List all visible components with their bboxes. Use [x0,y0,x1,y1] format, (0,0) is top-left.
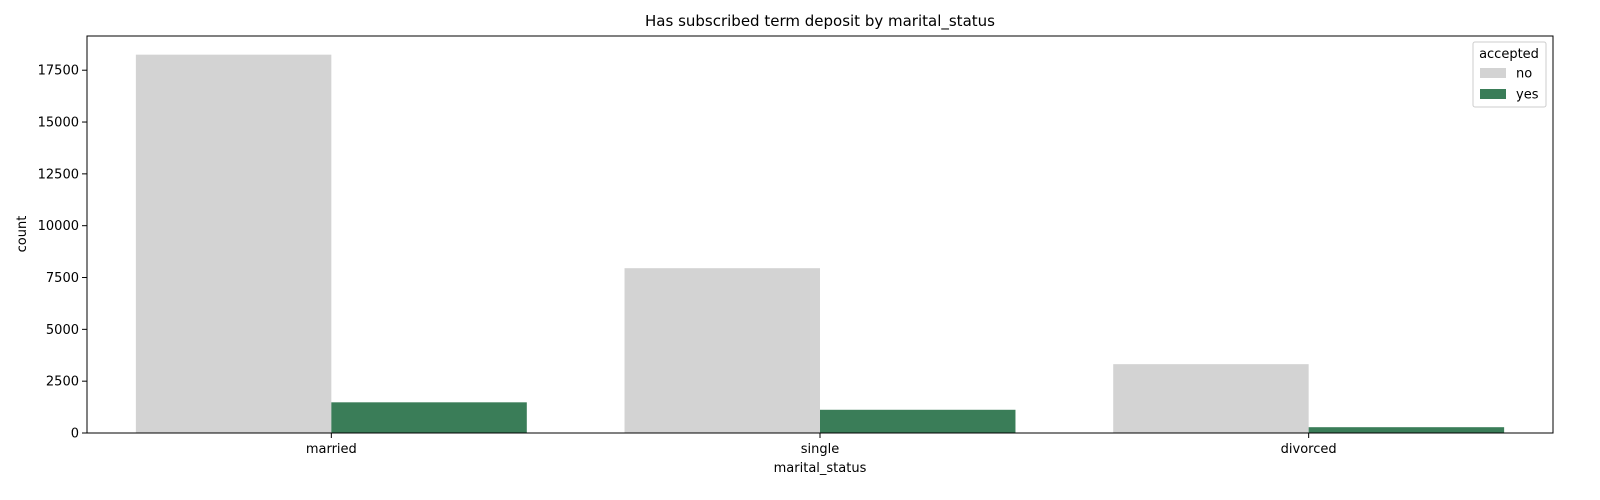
legend-swatch-yes [1480,89,1506,99]
y-axis: 0 2500 5000 7500 10000 12500 15000 17500 [38,64,87,442]
bar-divorced-no [1113,364,1309,433]
x-axis-label: marital_status [774,461,867,476]
y-tick-label: 5000 [46,323,79,338]
x-tick-label-divorced: divorced [1281,442,1337,457]
chart-title: Has subscribed term deposit by marital_s… [645,12,995,31]
bar-divorced-yes [1308,427,1505,433]
y-tick-label: 0 [71,427,79,442]
x-axis: married single divorced [306,433,1337,457]
y-tick-label: 15000 [38,116,79,131]
y-tick-label: 12500 [38,167,79,182]
bar-married-yes [331,402,527,433]
bar-single-yes [820,409,1016,433]
y-tick-label: 10000 [38,219,79,234]
legend-label-yes: yes [1516,88,1539,103]
legend-title: accepted [1479,47,1539,62]
plot-area [135,54,1505,434]
bar-single-no [624,268,820,433]
y-tick-label: 17500 [38,64,79,79]
y-axis-label: count [15,216,30,253]
x-tick-label-married: married [306,442,357,457]
legend-swatch-no [1480,68,1506,78]
legend: accepted no yes [1472,41,1547,108]
y-tick-label: 7500 [46,271,79,286]
legend-label-no: no [1516,67,1532,82]
y-tick-label: 2500 [46,375,79,390]
bar-married-no [135,54,332,434]
x-tick-label-single: single [801,442,840,457]
